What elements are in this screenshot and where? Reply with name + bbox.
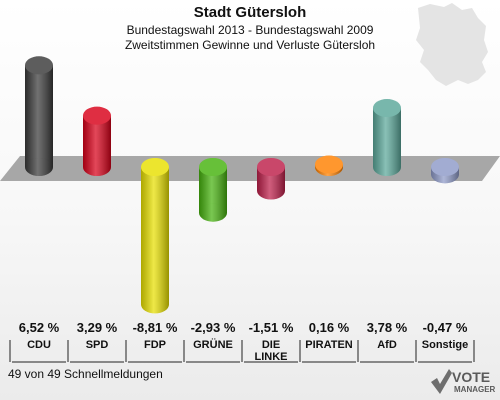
data-label: -2,93 % (190, 320, 236, 335)
logo-text-manager: MANAGER (454, 385, 496, 394)
bar-fdp (141, 158, 169, 314)
category-label: Sonstige (421, 339, 469, 351)
data-label: 3,78 % (366, 320, 408, 335)
bar-piraten (315, 155, 343, 176)
data-label: -1,51 % (248, 320, 294, 335)
category-label: GRÜNE (193, 339, 233, 351)
logo-text-vote: VOTE (452, 369, 491, 385)
category-label: CDU (27, 339, 51, 351)
data-label: -8,81 % (132, 320, 178, 335)
bar-spd (83, 106, 111, 176)
chart-subtitle: Bundestagswahl 2013 - Bundestagswahl 200… (126, 23, 374, 37)
data-label: 6,52 % (18, 320, 60, 335)
category-label: FDP (144, 339, 166, 351)
bar-cdu (25, 56, 53, 176)
bar-die-linke (257, 158, 285, 200)
bar-sonstige (431, 158, 459, 184)
reporting-status: 49 von 49 Schnellmeldungen (8, 367, 163, 381)
data-label: -0,47 % (422, 320, 468, 335)
data-label: 3,29 % (76, 320, 118, 335)
votemanager-logo: VOTE MANAGER (428, 366, 498, 398)
page-title: Stadt Gütersloh (193, 4, 307, 21)
category-label: SPD (85, 339, 109, 351)
data-label: 0,16 % (308, 320, 350, 335)
category-label: AfD (377, 339, 397, 351)
baseline-band (0, 156, 500, 181)
category-label: DIE LINKE (254, 339, 288, 363)
bar-afd (373, 99, 401, 176)
chart-subtitle-secondary: Zweitstimmen Gewinne und Verluste Güters… (124, 38, 376, 52)
checkmark-logo-icon (431, 369, 452, 394)
bar-grüne (199, 158, 227, 222)
category-label: PIRATEN (305, 339, 353, 351)
